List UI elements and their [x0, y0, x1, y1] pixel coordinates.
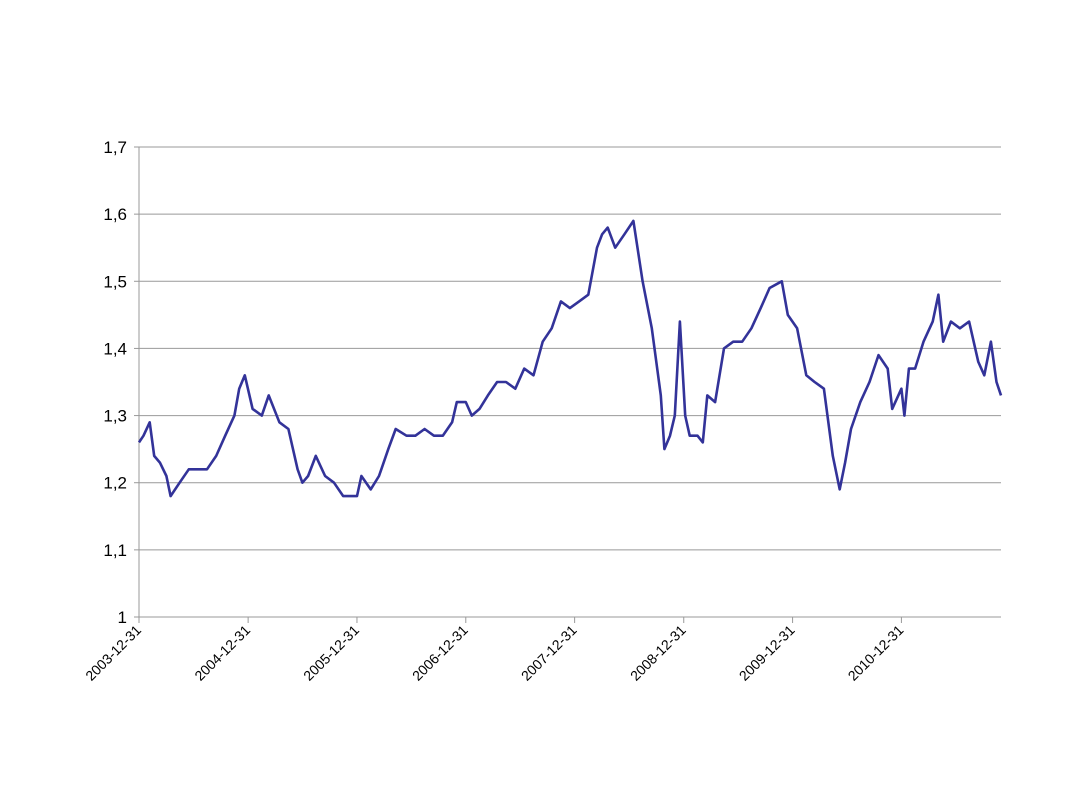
- x-tick-label: 2003-12-31: [82, 622, 144, 684]
- x-tick-label: 2004-12-31: [191, 622, 253, 684]
- y-tick-label: 1,6: [103, 205, 127, 224]
- y-tick-label: 1,3: [103, 407, 127, 426]
- x-axis: 2003-12-31 2004-12-31 2005-12-31 2006-12-31…: [82, 616, 1001, 684]
- gridlines: [139, 146, 1001, 551]
- series-line: [137, 219, 1003, 498]
- x-tick-label: 2009-12-31: [736, 622, 798, 684]
- x-tick-label: 2010-12-31: [845, 622, 907, 684]
- y-axis: 1 1,1 1,2 1,3 1,4 1,5 1,6 1,7: [103, 138, 140, 627]
- x-tick-label: 2006-12-31: [409, 622, 471, 684]
- series-group: [137, 219, 1003, 498]
- y-tick-label: 1,1: [103, 541, 127, 560]
- y-tick-label: 1,4: [103, 339, 127, 358]
- y-tick-label: 1,2: [103, 474, 127, 493]
- x-tick-label: 2005-12-31: [300, 622, 362, 684]
- x-tick-label: 2008-12-31: [627, 622, 689, 684]
- y-tick-label: 1,7: [103, 138, 127, 157]
- y-tick-label: 1,5: [103, 272, 127, 291]
- x-tick-label: 2007-12-31: [518, 622, 580, 684]
- y-tick-label: 1: [118, 608, 127, 627]
